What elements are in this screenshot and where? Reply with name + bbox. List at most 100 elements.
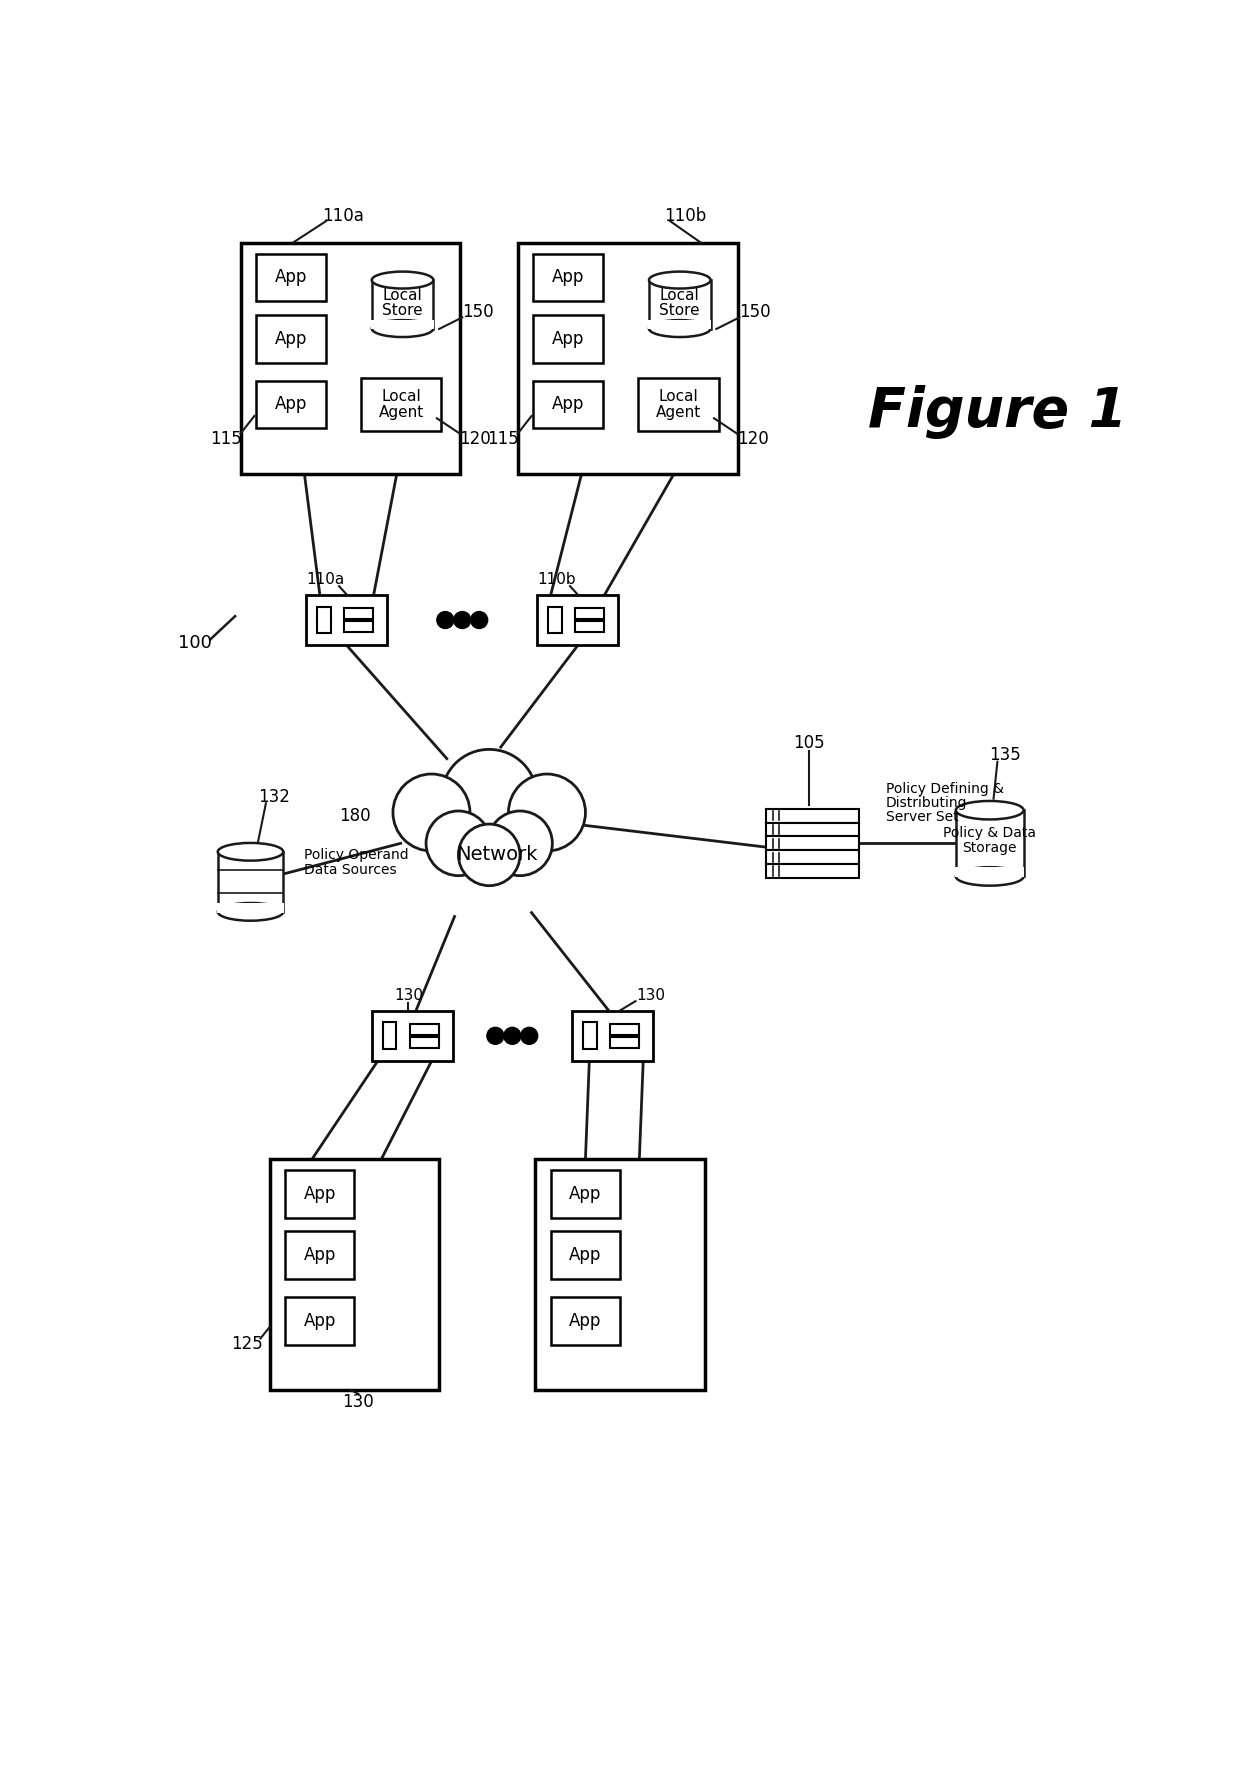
Bar [551,1169,620,1217]
Ellipse shape [218,902,283,920]
Circle shape [454,611,471,629]
Bar [409,1037,439,1049]
Bar [285,1231,355,1279]
Bar [343,622,373,632]
Text: App: App [275,268,308,286]
Bar [766,809,859,823]
Bar [536,1158,704,1390]
Bar [533,380,603,429]
Bar [372,281,433,328]
Text: App: App [304,1312,336,1330]
Text: Local: Local [660,288,699,302]
Bar [575,608,604,618]
Bar [409,1024,439,1035]
Bar [257,254,326,302]
Text: 115: 115 [487,431,518,449]
Bar [257,380,326,429]
Text: Store: Store [660,304,701,318]
Bar [533,314,603,362]
Text: Local: Local [381,389,420,404]
Text: Distributing: Distributing [885,796,967,811]
Bar [575,622,604,632]
Bar [218,851,283,911]
Text: Server Set: Server Set [885,811,959,825]
Bar [383,1023,397,1049]
Bar [257,314,326,362]
Circle shape [503,1028,521,1044]
Bar [551,1231,620,1279]
Text: 180: 180 [339,807,371,825]
Bar [372,1010,453,1061]
Bar [361,378,441,431]
Text: 150: 150 [461,304,494,321]
Bar [649,320,712,328]
Bar [551,1296,620,1344]
Text: Agent: Agent [656,404,701,420]
Bar [518,242,738,473]
Bar [241,242,460,473]
Text: Data Sources: Data Sources [304,864,397,878]
Text: 132: 132 [258,788,289,805]
Ellipse shape [372,272,433,288]
Text: 110a: 110a [306,572,345,588]
Bar [956,811,1023,876]
Text: 130: 130 [394,989,423,1003]
Bar [548,606,562,634]
Circle shape [521,1028,538,1044]
Text: Policy & Data: Policy & Data [944,825,1037,839]
Bar [766,823,859,837]
Ellipse shape [649,272,711,288]
Ellipse shape [372,320,433,337]
Bar [572,1010,652,1061]
Text: 105: 105 [792,735,825,752]
Text: App: App [569,1247,601,1264]
Text: 100: 100 [179,634,212,652]
Bar [217,904,284,913]
Bar [306,595,387,645]
Ellipse shape [218,842,283,860]
Ellipse shape [649,320,711,337]
Text: Policy Defining &: Policy Defining & [885,782,1003,796]
Text: App: App [569,1312,601,1330]
Text: 150: 150 [739,304,771,321]
Text: 135: 135 [990,745,1021,763]
Text: 130: 130 [342,1393,374,1411]
Bar [637,378,719,431]
Text: Local: Local [383,288,423,302]
Ellipse shape [956,867,1023,887]
Bar [343,608,373,618]
Bar [766,849,859,864]
Ellipse shape [956,802,1023,819]
Text: App: App [275,330,308,348]
Bar [583,1023,596,1049]
Bar [285,1296,355,1344]
Text: 120: 120 [460,431,491,449]
Bar [610,1024,639,1035]
Text: App: App [552,330,584,348]
Text: Storage: Storage [962,841,1017,855]
Text: 110b: 110b [537,572,575,588]
Bar [766,864,859,878]
Bar [955,867,1024,878]
Circle shape [393,774,470,851]
Text: 120: 120 [737,431,769,449]
Text: Store: Store [382,304,423,318]
Bar [766,837,859,849]
Text: Policy Operand: Policy Operand [304,848,409,862]
Bar [285,1169,355,1217]
Circle shape [471,611,487,629]
Circle shape [508,774,585,851]
Bar [317,606,331,634]
Bar [270,1158,439,1390]
Text: Agent: Agent [378,404,424,420]
Text: App: App [304,1247,336,1264]
Text: App: App [275,396,308,413]
Circle shape [436,611,454,629]
Circle shape [427,811,491,876]
Bar [537,595,619,645]
Text: Network: Network [456,846,538,864]
Circle shape [441,749,537,844]
Text: App: App [552,396,584,413]
Text: 110a: 110a [322,207,363,224]
Text: 110b: 110b [665,207,707,224]
